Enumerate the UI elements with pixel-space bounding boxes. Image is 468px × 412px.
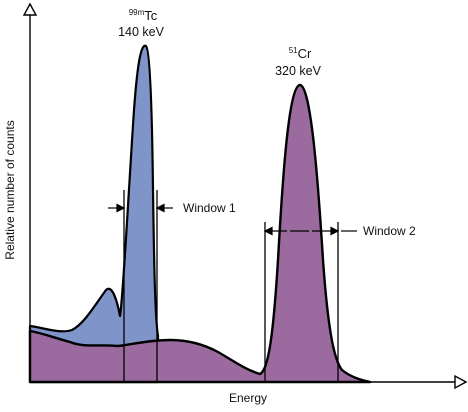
cr-symbol: Cr (298, 46, 312, 61)
y-axis-label: Relative number of counts (3, 120, 17, 259)
window-2-arrows (263, 226, 357, 236)
cr-spectrum-area (28, 83, 372, 384)
window-2-label: Window 2 (363, 224, 416, 238)
cr-peak-energy-label: 320 keV (275, 64, 322, 78)
tc-spectrum-area (28, 44, 160, 384)
tc-peak-energy-label: 140 keV (118, 25, 165, 39)
tc-symbol: Tc (144, 8, 158, 23)
axes (22, 2, 468, 390)
cr-peak-isotope-label: 51Cr (289, 46, 312, 61)
x-axis-arrow (454, 374, 468, 390)
tc-peak-isotope-label: 99mTc (129, 8, 158, 23)
cr-mass-number: 51 (289, 46, 298, 55)
x-axis-label: Energy (229, 391, 267, 405)
y-axis-arrow (22, 2, 38, 16)
window-1-label: Window 1 (183, 201, 236, 215)
window-1-arrows (108, 203, 173, 213)
tc-mass-number: 99m (129, 8, 145, 17)
